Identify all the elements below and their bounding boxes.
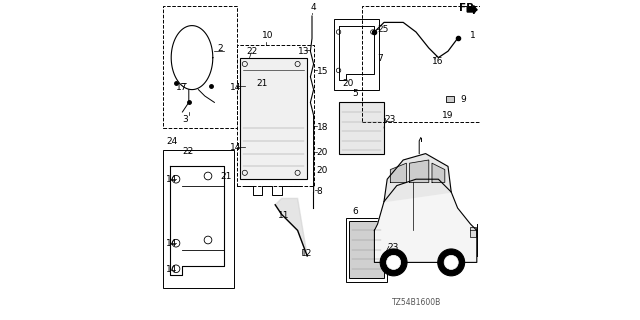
- Bar: [240, 58, 307, 179]
- Bar: [362, 6, 480, 122]
- Text: 5: 5: [352, 89, 358, 98]
- Polygon shape: [374, 179, 477, 262]
- Text: 18: 18: [317, 123, 328, 132]
- Text: 6: 6: [352, 207, 358, 216]
- Text: 12: 12: [301, 249, 312, 258]
- Text: 11: 11: [278, 211, 290, 220]
- Bar: [163, 150, 234, 288]
- Text: 14: 14: [166, 175, 178, 184]
- Text: 14: 14: [230, 143, 242, 152]
- Polygon shape: [275, 198, 307, 256]
- Bar: [339, 102, 384, 154]
- Circle shape: [438, 249, 465, 276]
- Text: 9: 9: [461, 95, 467, 104]
- Text: 14: 14: [230, 83, 242, 92]
- Bar: [334, 19, 379, 90]
- Text: 14: 14: [166, 239, 178, 248]
- Text: 19: 19: [442, 111, 453, 120]
- Text: FR.: FR.: [460, 3, 479, 13]
- Text: 7: 7: [378, 54, 383, 63]
- Text: 23: 23: [387, 243, 399, 252]
- Polygon shape: [410, 160, 429, 182]
- Text: 22: 22: [246, 47, 258, 56]
- Text: 21: 21: [221, 172, 232, 181]
- Text: 17: 17: [176, 83, 188, 92]
- Text: 20: 20: [317, 166, 328, 175]
- FancyArrow shape: [467, 6, 477, 13]
- Bar: [349, 221, 384, 278]
- Text: 4: 4: [311, 3, 317, 12]
- Text: 22: 22: [182, 147, 194, 156]
- Text: 21: 21: [256, 79, 268, 88]
- Text: 25: 25: [378, 25, 389, 34]
- Bar: [470, 227, 476, 237]
- Text: 20: 20: [342, 79, 354, 88]
- Text: 3: 3: [182, 115, 188, 124]
- Circle shape: [444, 255, 458, 269]
- Polygon shape: [390, 163, 406, 182]
- Bar: [346, 218, 387, 282]
- Text: TZ54B1600B: TZ54B1600B: [392, 298, 442, 307]
- Text: 16: 16: [432, 57, 444, 66]
- Polygon shape: [384, 154, 451, 202]
- Circle shape: [387, 255, 401, 269]
- Bar: [237, 45, 314, 186]
- Circle shape: [380, 249, 407, 276]
- Bar: [163, 6, 237, 128]
- Text: 14: 14: [166, 265, 178, 274]
- Text: 10: 10: [262, 31, 274, 40]
- Text: 2: 2: [218, 44, 223, 53]
- Text: 13: 13: [298, 47, 309, 56]
- Text: 20: 20: [317, 148, 328, 157]
- Text: 8: 8: [317, 187, 323, 196]
- Polygon shape: [432, 163, 445, 182]
- Text: 23: 23: [384, 115, 396, 124]
- Text: 24: 24: [166, 137, 178, 146]
- Bar: [447, 96, 454, 102]
- Text: 15: 15: [317, 67, 328, 76]
- Text: 1: 1: [470, 31, 476, 40]
